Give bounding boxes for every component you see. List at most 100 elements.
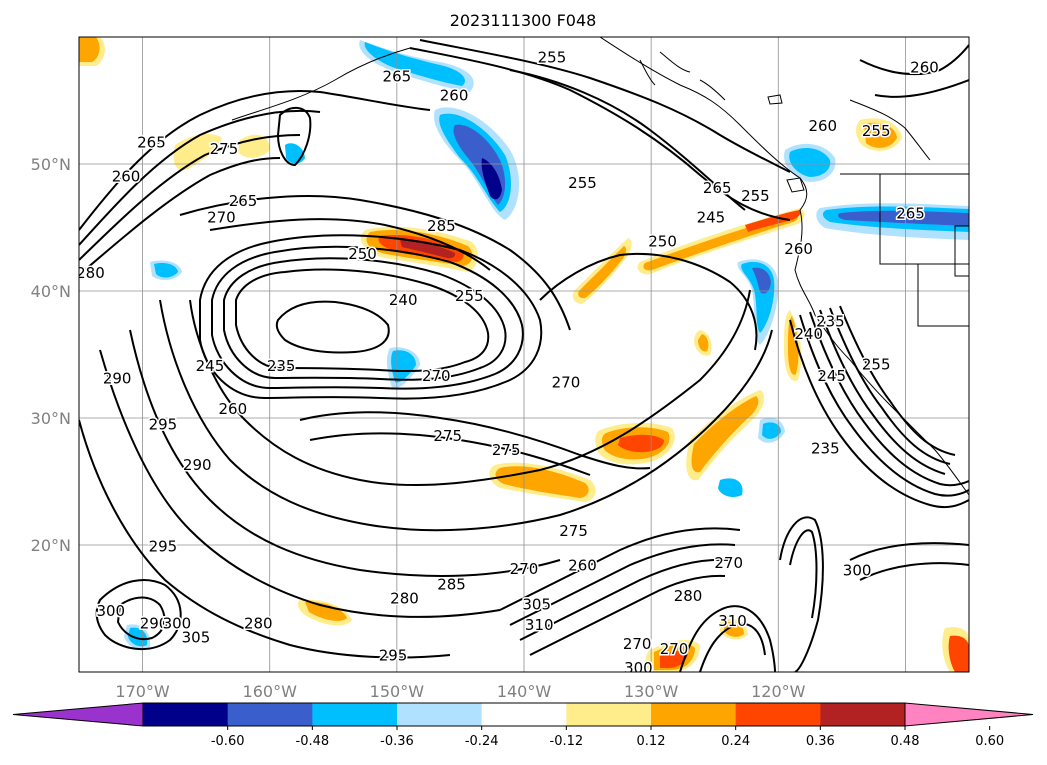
- latitude-labels: 50°N 40°N 30°N 20°N: [31, 155, 71, 555]
- contour-label-57: 300: [624, 659, 653, 677]
- colorbar-swatch-7: [735, 703, 821, 726]
- contour-label-15: 245: [697, 208, 726, 226]
- lat-label-2: 30°N: [31, 409, 71, 428]
- contour-label-28: 290: [103, 370, 132, 388]
- contour-label-20: 240: [389, 291, 418, 309]
- contour-label-53: 280: [674, 587, 703, 605]
- contour-label-29: 295: [149, 415, 178, 433]
- colorbar-tick-labels: -0.60 -0.48 -0.36 -0.24 -0.12 0.12 0.24 0.36 0.4…: [211, 726, 1004, 749]
- lon-label-5: 120°W: [751, 682, 806, 701]
- contour-label-35: 255: [862, 356, 891, 374]
- contour-label-21: 255: [455, 287, 484, 305]
- contour-label-56: 270: [660, 640, 689, 658]
- colorbar-tick-label-1: -0.48: [296, 734, 330, 749]
- colorbar-swatch-2: [312, 703, 398, 726]
- contour-label-41: 260: [568, 556, 597, 574]
- contour-label-34: 245: [817, 367, 846, 385]
- colorbar-tick-label-9: 0.60: [975, 734, 1004, 749]
- lon-label-1: 160°W: [243, 682, 298, 701]
- lon-label-0: 170°W: [115, 682, 170, 701]
- contour-label-45: 305: [522, 596, 551, 614]
- colorbar-swatch-3: [397, 703, 483, 726]
- contour-label-33: 240: [794, 325, 823, 343]
- lat-label-0: 50°N: [31, 155, 71, 174]
- contour-label-43: 285: [437, 575, 466, 593]
- colorbar-tick-label-6: 0.24: [721, 734, 750, 749]
- contour-label-46: 310: [525, 616, 554, 634]
- contour-label-10: 260: [808, 117, 837, 135]
- colorbar-swatch-0: [143, 703, 229, 726]
- contour-label-36: 235: [816, 312, 845, 330]
- lat-label-3: 20°N: [31, 536, 71, 555]
- contour-label-52: 295: [379, 646, 408, 664]
- contour-label-5: 265: [137, 133, 166, 151]
- coastline: [231, 37, 969, 496]
- contour-label-51: 280: [244, 615, 273, 633]
- contour-label-17: 260: [784, 240, 813, 258]
- contour-label-44: 280: [390, 589, 419, 607]
- colorbar-swatch-5: [566, 703, 652, 726]
- contour-label-27: 270: [552, 373, 581, 391]
- contour-label-6: 275: [210, 140, 239, 158]
- contour-label-19: 285: [427, 217, 456, 235]
- contour-label-38: 295: [149, 537, 178, 555]
- contour-label-18: 250: [348, 245, 377, 263]
- contour-label-11: 255: [862, 122, 891, 140]
- contour-label-0: 255: [538, 48, 567, 66]
- height-contours: [79, 39, 969, 672]
- longitude-labels: 170°W 160°W 150°W 140°W 130°W 120°W: [115, 682, 805, 701]
- colorbar-extend-high: [904, 702, 1034, 727]
- contour-label-14: 265: [896, 205, 925, 223]
- contour-label-50: 305: [182, 629, 211, 647]
- lon-label-2: 150°W: [370, 682, 425, 701]
- contour-label-37: 235: [811, 439, 840, 457]
- contour-label-48: 290: [140, 615, 169, 633]
- colorbar-tick-label-3: -0.24: [465, 734, 499, 749]
- colorbar-frame: [142, 702, 906, 727]
- colorbar-tick-label-7: 0.36: [806, 734, 835, 749]
- contour-label-4: 260: [112, 168, 141, 186]
- contour-label-24: 245: [196, 357, 225, 375]
- contour-label-49: 300: [163, 615, 192, 633]
- colorbar-tick-label-4: -0.12: [550, 734, 584, 749]
- contour-label-42: 300: [843, 561, 872, 579]
- colorbar-extend-low: [12, 702, 144, 727]
- colorbar-swatch-8: [820, 703, 906, 726]
- contour-label-40: 270: [510, 560, 539, 578]
- contour-label-58: 270: [714, 554, 743, 572]
- contour-label-39: 275: [559, 522, 588, 540]
- colorbar-swatch-6: [651, 703, 737, 726]
- contour-label-3: 260: [910, 58, 939, 76]
- lon-label-4: 130°W: [624, 682, 679, 701]
- contour-label-30: 275: [433, 427, 462, 445]
- colorbar-tick-label-2: -0.36: [380, 734, 414, 749]
- colorbar: [12, 702, 1034, 727]
- contour-label-54: 310: [718, 612, 747, 630]
- map-title: 2023111300 F048: [450, 11, 597, 30]
- contour-label-22: 280: [76, 264, 105, 282]
- lat-label-1: 40°N: [31, 282, 71, 301]
- contour-label-7: 265: [229, 192, 258, 210]
- lon-label-3: 140°W: [497, 682, 552, 701]
- contour-label-9: 255: [568, 174, 597, 192]
- colorbar-tick-label-5: 0.12: [637, 734, 666, 749]
- colorbar-swatch-4: [481, 703, 567, 726]
- contour-label-2: 260: [440, 86, 469, 104]
- contour-label-16: 250: [648, 232, 677, 250]
- contour-label-47: 300: [96, 602, 125, 620]
- contour-label-13: 255: [741, 187, 770, 205]
- contour-label-1: 265: [383, 67, 412, 85]
- contour-label-32: 290: [183, 456, 212, 474]
- colorbar-swatch-1: [227, 703, 313, 726]
- map-frame: [78, 36, 970, 673]
- contour-label-55: 270: [623, 635, 652, 653]
- contour-label-25: 260: [219, 400, 248, 418]
- colorbar-tick-label-0: -0.60: [211, 734, 245, 749]
- contour-label-8: 270: [207, 208, 236, 226]
- contour-label-12: 265: [703, 179, 732, 197]
- contour-label-26: 270: [422, 367, 451, 385]
- colorbar-tick-label-8: 0.48: [891, 734, 920, 749]
